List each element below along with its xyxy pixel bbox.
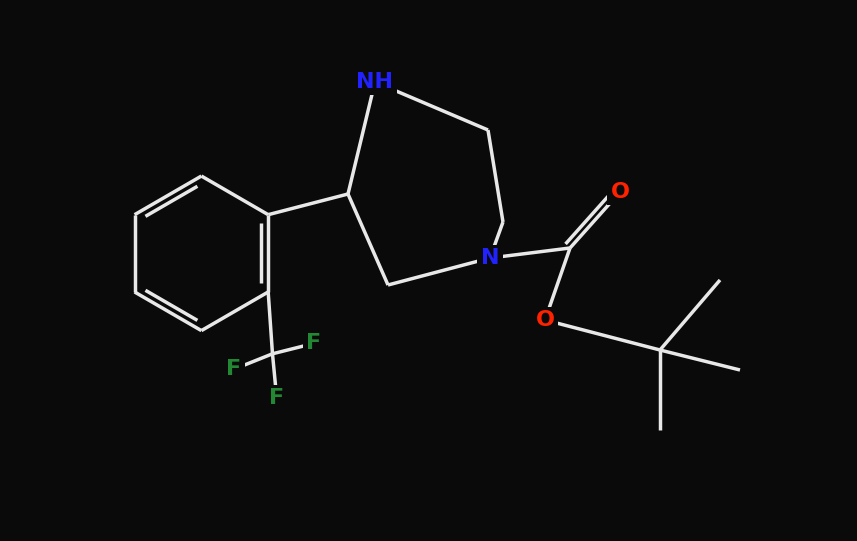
Text: O: O [610, 182, 630, 202]
Text: NH: NH [357, 72, 393, 92]
Text: F: F [226, 359, 242, 379]
Text: F: F [269, 388, 285, 408]
Text: O: O [536, 310, 554, 330]
Text: F: F [306, 333, 321, 353]
Text: N: N [481, 248, 500, 268]
